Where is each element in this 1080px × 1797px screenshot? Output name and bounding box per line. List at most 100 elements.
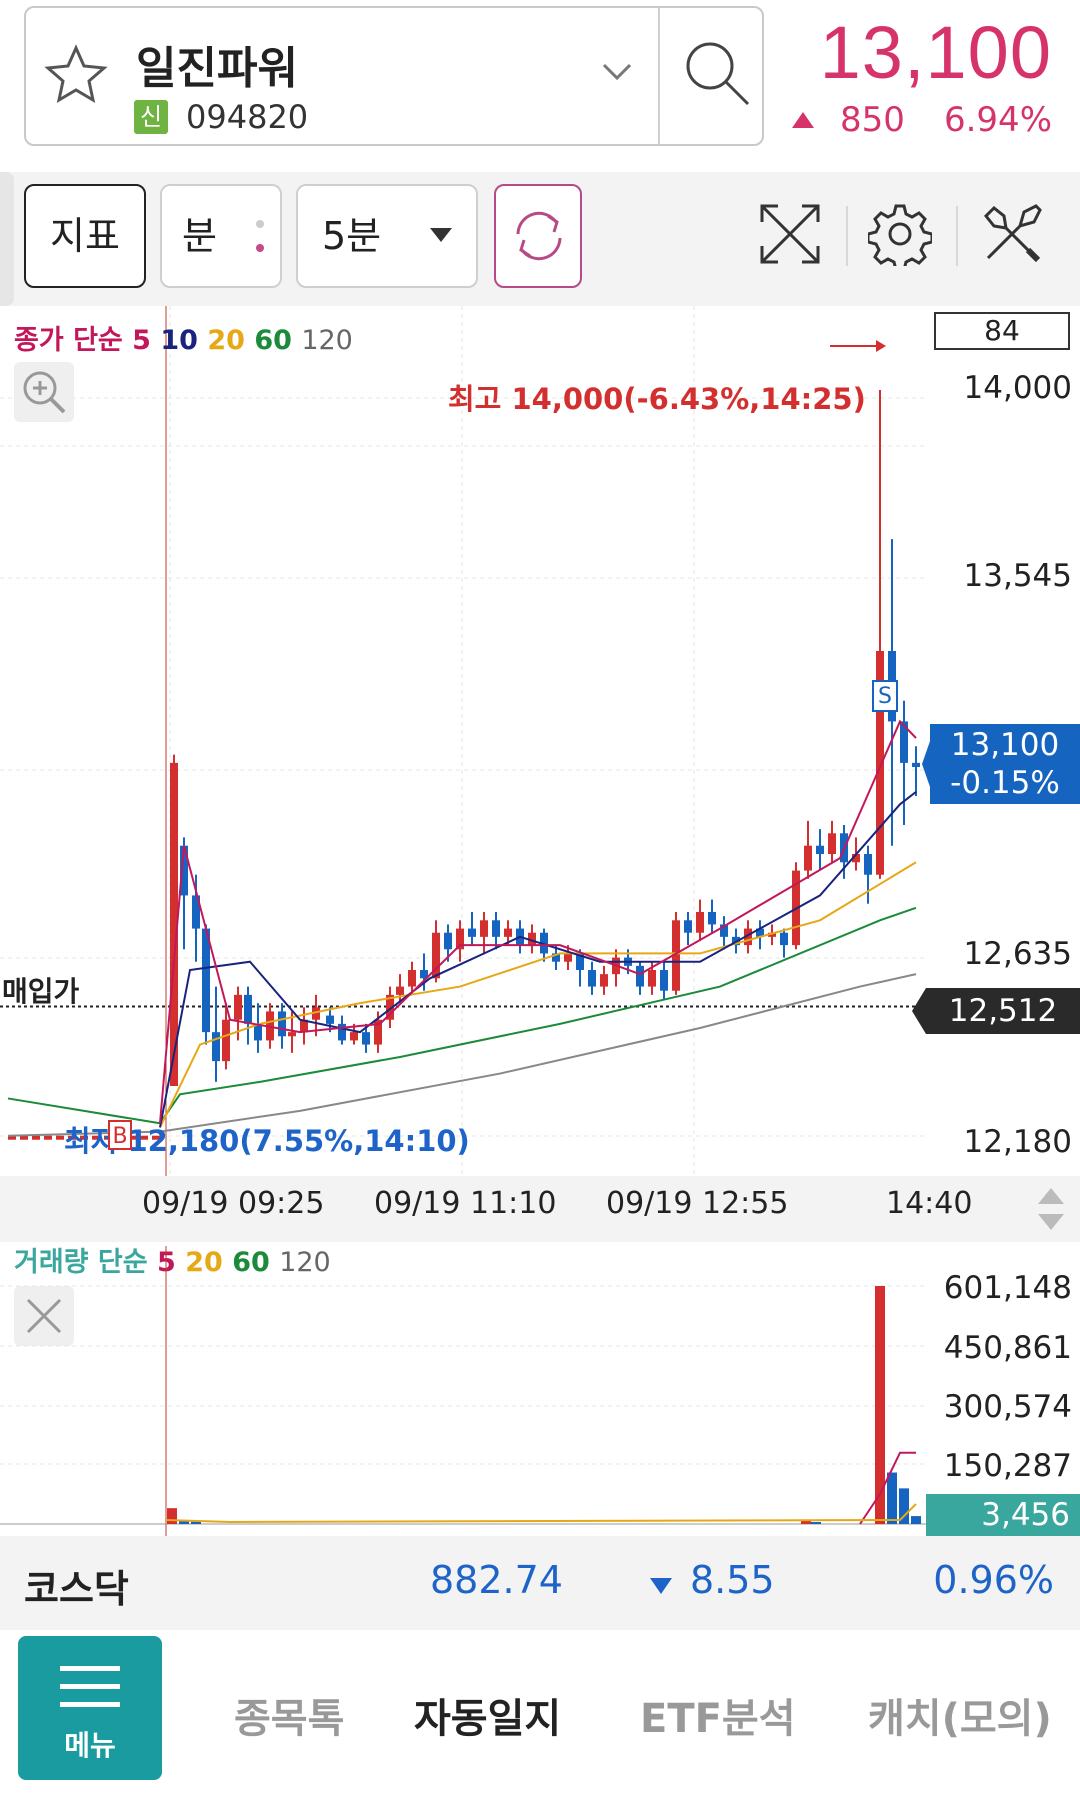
index-pct: 0.96%	[933, 1558, 1054, 1602]
volume-bar	[179, 1520, 189, 1524]
minute-button[interactable]: 분	[160, 184, 282, 288]
vol-y-tick: 300,574	[943, 1389, 1072, 1425]
vol-ma20-label: 20	[185, 1247, 223, 1278]
candle-body	[300, 1019, 308, 1033]
candle-body	[864, 854, 872, 875]
candle-body	[876, 651, 884, 875]
candle-body	[540, 932, 548, 954]
bottom-nav	[0, 1630, 1080, 1797]
nav-item-auto-journal[interactable]: 자동일지	[414, 1696, 562, 1742]
volume-bar	[801, 1520, 811, 1524]
candle-body	[288, 1032, 296, 1037]
candle-body	[900, 721, 908, 763]
ma10-line	[159, 791, 917, 1128]
candle-body	[756, 928, 764, 937]
tools-icon[interactable]	[980, 202, 1044, 266]
nav-item-stock-talk[interactable]: 종목톡	[234, 1696, 345, 1742]
candle-body	[212, 1032, 220, 1062]
drawer-handle[interactable]	[0, 172, 14, 306]
vol-legend-prefix: 거래량 단순	[14, 1247, 148, 1278]
nav-item-etf-analysis[interactable]: ETF분석	[640, 1696, 796, 1742]
index-name: 코스닥	[24, 1567, 129, 1611]
candle-body	[140, 1135, 148, 1140]
candle-body	[234, 994, 242, 1020]
dot-icon	[256, 220, 264, 228]
divider	[956, 206, 958, 266]
vol-ma60-label: 60	[232, 1247, 270, 1278]
x-tick: 09/19 11:10	[374, 1186, 557, 1221]
ma-legend-prefix: 종가 단순	[14, 325, 123, 356]
dot-icon	[256, 244, 264, 252]
candle-count[interactable]: 84	[934, 312, 1070, 350]
gear-icon[interactable]	[868, 202, 932, 266]
stock-selector[interactable]: 일진파워 신 094820	[24, 6, 764, 146]
candle-body	[768, 932, 776, 937]
index-value: 882.74	[430, 1558, 563, 1602]
candle-body	[564, 953, 572, 962]
candle-body	[128, 1135, 136, 1140]
ma5-label: 5	[132, 325, 151, 356]
chart-toolbar: 지표 분 5분	[0, 172, 1080, 306]
vol-ma5-line	[859, 1451, 916, 1525]
candle-body	[278, 1011, 286, 1037]
candle-body	[68, 1135, 76, 1140]
candle-body	[56, 1135, 64, 1140]
candle-body	[254, 1023, 262, 1041]
candle-body	[444, 932, 452, 950]
interval-select[interactable]: 5분	[296, 184, 478, 288]
search-icon[interactable]	[682, 38, 752, 110]
menu-button[interactable]: 메뉴	[18, 1636, 162, 1780]
candle-body	[660, 970, 668, 991]
time-axis[interactable]: 09/19 09:25 09/19 11:10 09/19 12:55 14:4…	[0, 1176, 1080, 1242]
refresh-button[interactable]	[494, 184, 582, 288]
candle-body	[504, 928, 512, 937]
ma10-label: 10	[160, 325, 198, 356]
candle-body	[180, 845, 188, 896]
stock-name: 일진파워	[136, 43, 298, 94]
candle-body	[588, 970, 596, 987]
candle-body	[696, 912, 704, 933]
current-price-label: 13,100	[950, 727, 1060, 763]
volume-legend[interactable]: 거래량 단순 5 20 60 120	[14, 1240, 331, 1279]
candle-body	[420, 970, 428, 979]
volume-chart-canvas	[0, 1246, 926, 1536]
candle-body	[8, 1135, 16, 1140]
hamburger-icon	[60, 1666, 120, 1707]
market-index-bar[interactable]: 코스닥 882.74 8.55 0.96%	[0, 1536, 1080, 1630]
sell-marker[interactable]: S	[872, 680, 898, 712]
resize-icon[interactable]	[1036, 1184, 1066, 1234]
candle-body	[338, 1023, 346, 1041]
chevron-down-icon[interactable]	[602, 62, 632, 82]
nav-item-catch-sim[interactable]: 캐치(모의)	[868, 1696, 1052, 1742]
candle-body	[456, 928, 464, 950]
close-icon	[26, 1298, 62, 1334]
ma20-line	[159, 861, 917, 1128]
candle-body	[432, 932, 440, 979]
volume-bar	[899, 1488, 909, 1524]
buy-marker[interactable]: B	[108, 1120, 132, 1150]
candle-body	[576, 953, 584, 970]
current-price-tag: 13,100 -0.15%	[930, 724, 1080, 804]
zoom-in-button[interactable]	[14, 362, 74, 422]
ma-legend[interactable]: 종가 단순 5 10 20 60 120	[14, 318, 353, 357]
volume-bar	[191, 1521, 201, 1524]
ma60-label: 60	[254, 325, 292, 356]
divider	[846, 206, 848, 266]
price-change: 850	[840, 100, 905, 140]
vol-ma20-line	[165, 1503, 917, 1524]
candle-body	[244, 994, 252, 1024]
x-tick: 09/19 12:55	[606, 1186, 789, 1221]
current-volume-tag: 3,456	[926, 1494, 1080, 1536]
interval-label: 5분	[322, 214, 382, 258]
candle-body	[552, 953, 560, 962]
credit-badge: 신	[134, 100, 168, 134]
candle-body	[708, 912, 716, 925]
expand-icon[interactable]	[758, 202, 822, 266]
indicator-button[interactable]: 지표	[24, 184, 146, 288]
price-chart[interactable]	[0, 306, 1080, 1176]
close-volume-button[interactable]	[14, 1286, 74, 1346]
candle-body	[912, 762, 920, 767]
x-tick: 14:40	[886, 1186, 973, 1221]
star-icon[interactable]	[44, 44, 108, 104]
volume-bar	[887, 1472, 897, 1524]
